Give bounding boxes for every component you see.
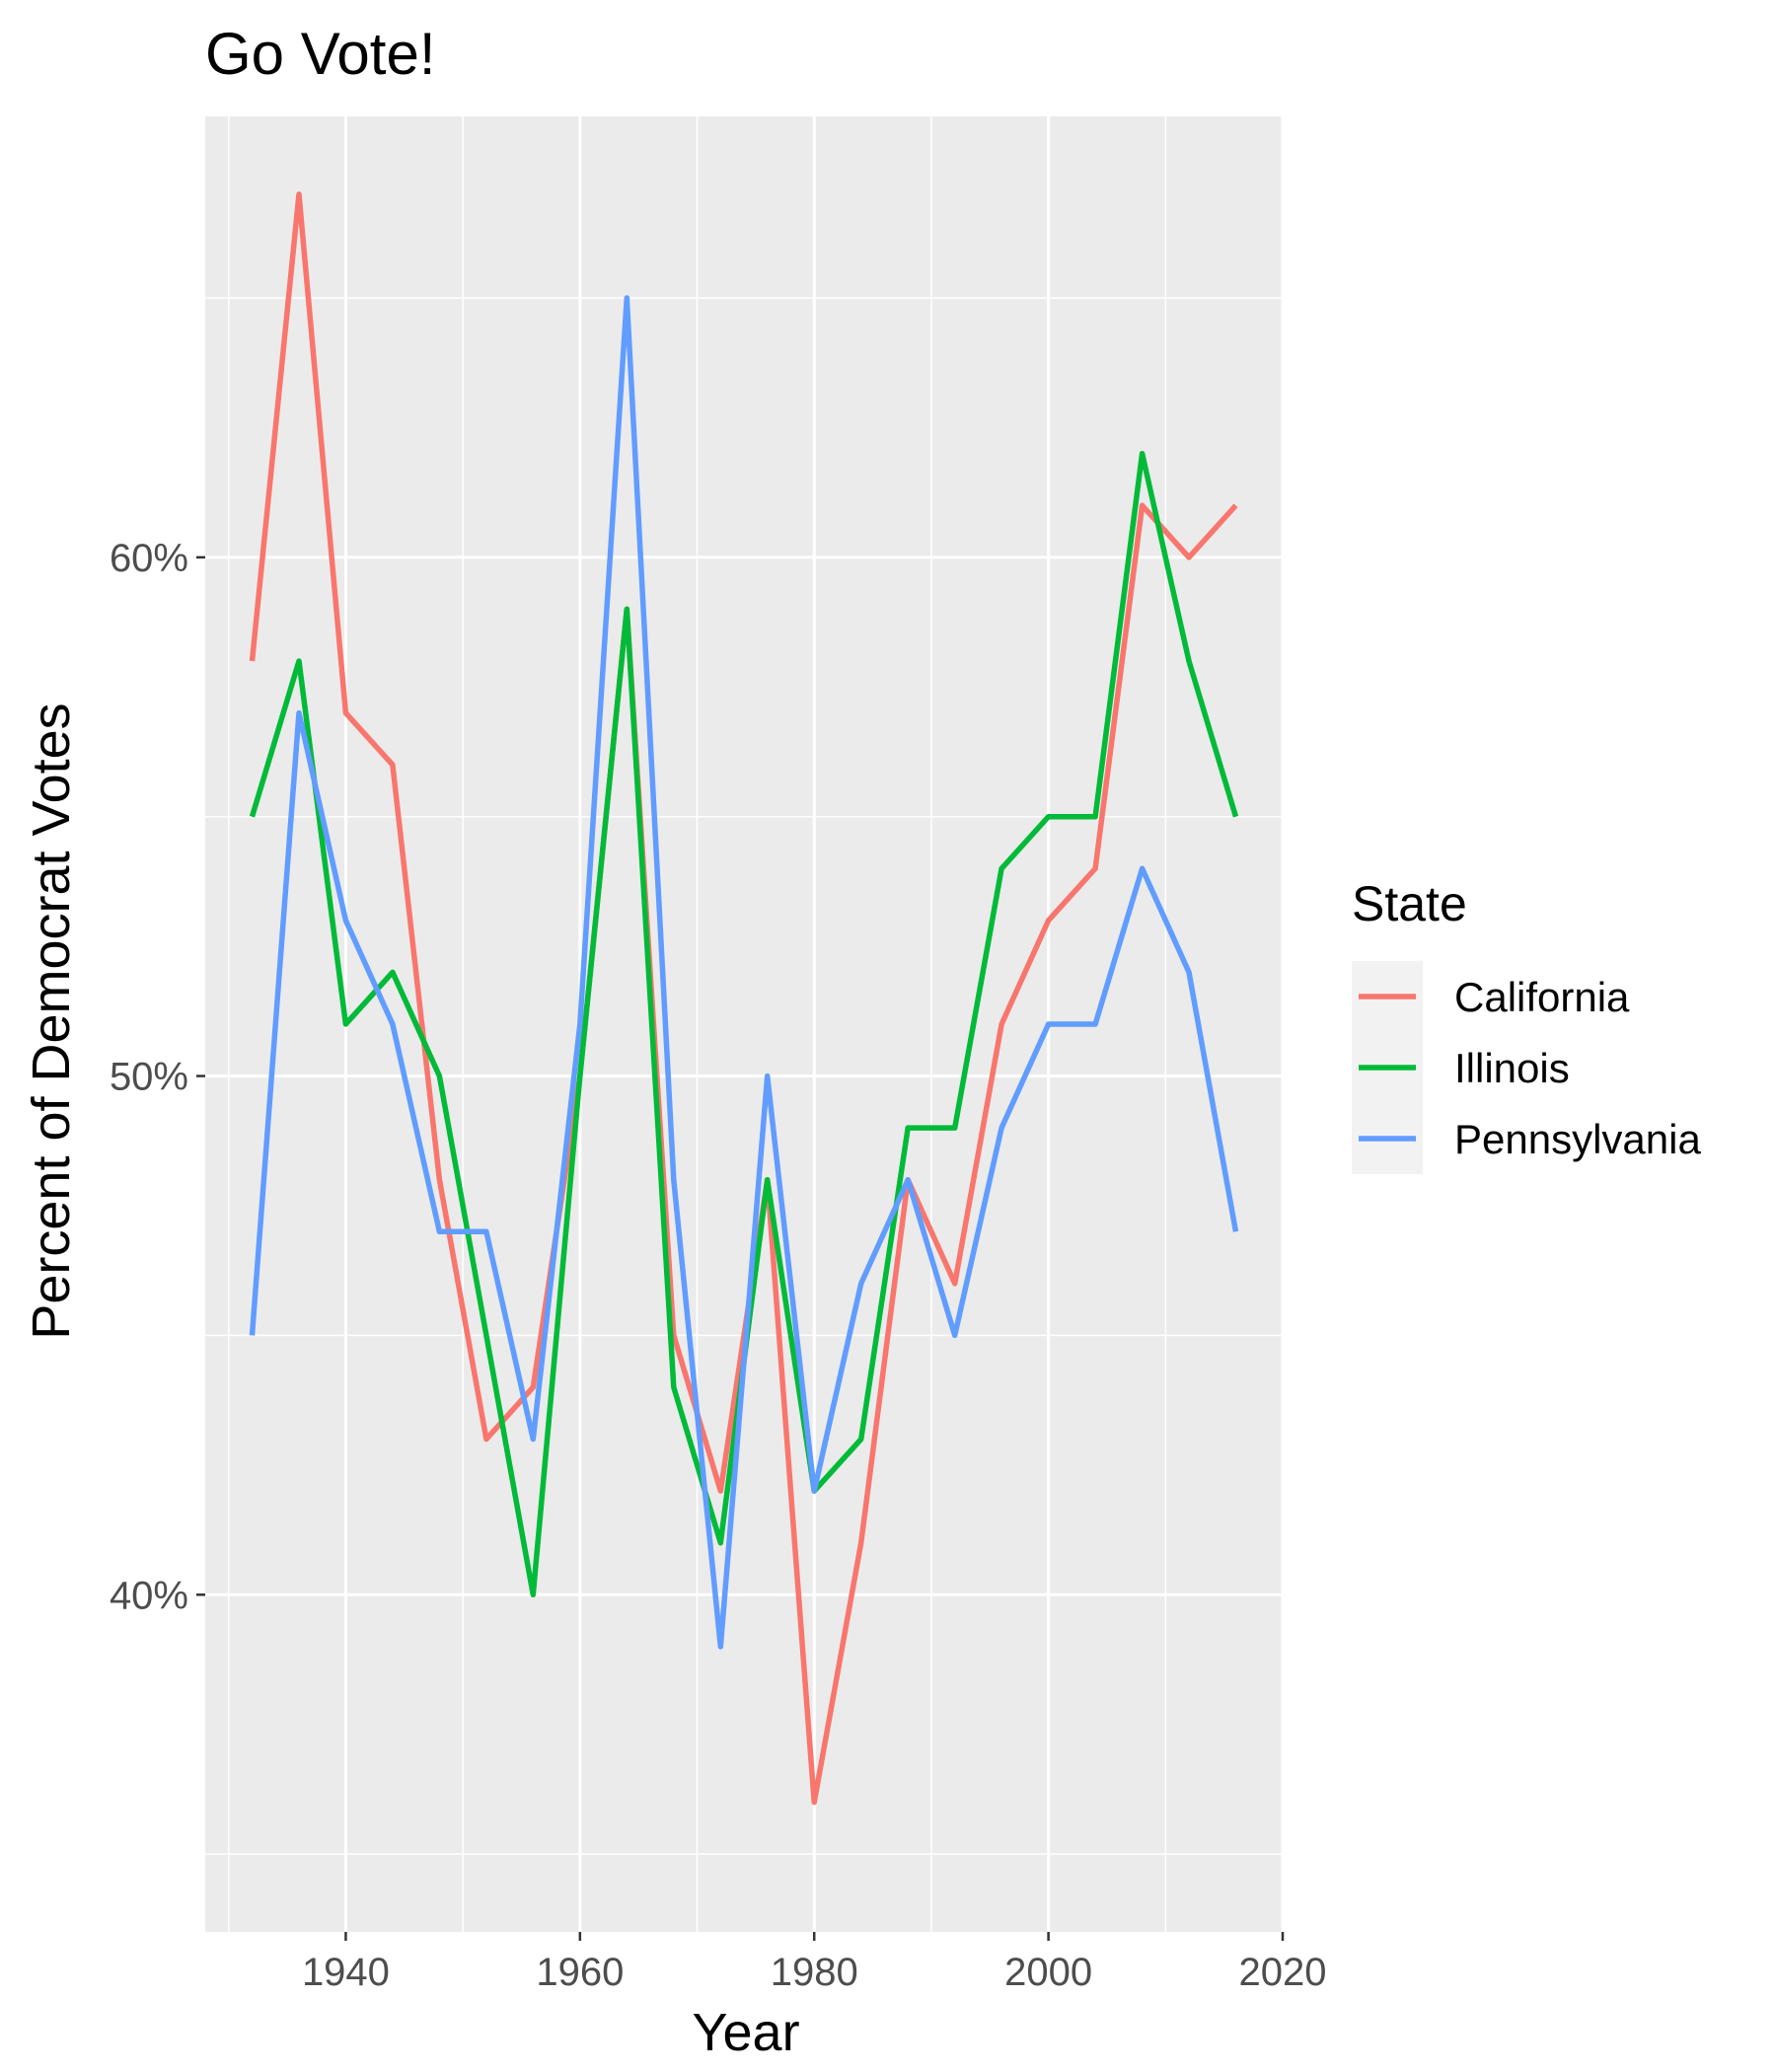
y-tick-label: 50% bbox=[110, 1056, 188, 1099]
legend-title: State bbox=[1352, 876, 1467, 931]
chart-title: Go Vote! bbox=[205, 21, 436, 87]
axes: 1940 1960 1980 2000 2020 40% 50% 60% bbox=[110, 537, 1327, 1994]
x-tick-label: 1940 bbox=[302, 1951, 390, 1994]
x-tick-label: 1980 bbox=[771, 1951, 858, 1994]
x-tick-label: 2000 bbox=[1004, 1951, 1092, 1994]
series-line-pennsylvania bbox=[249, 295, 1239, 1650]
legend-label-illinois: Illinois bbox=[1454, 1045, 1570, 1091]
y-tick-label: 40% bbox=[110, 1574, 188, 1617]
x-tick-label: 1960 bbox=[536, 1951, 624, 1994]
legend-label-california: California bbox=[1454, 974, 1630, 1020]
y-tick-label: 60% bbox=[110, 537, 188, 580]
y-axis-title: Percent of Democrat Votes bbox=[22, 703, 81, 1339]
legend: State California Illinois Pennsylvania bbox=[1352, 876, 1701, 1174]
series-lines bbox=[249, 191, 1239, 1806]
x-axis-title: Year bbox=[692, 2003, 799, 2062]
x-tick-label: 2020 bbox=[1239, 1951, 1327, 1994]
plot-panel bbox=[205, 116, 1283, 1932]
legend-label-pennsylvania: Pennsylvania bbox=[1454, 1116, 1701, 1162]
